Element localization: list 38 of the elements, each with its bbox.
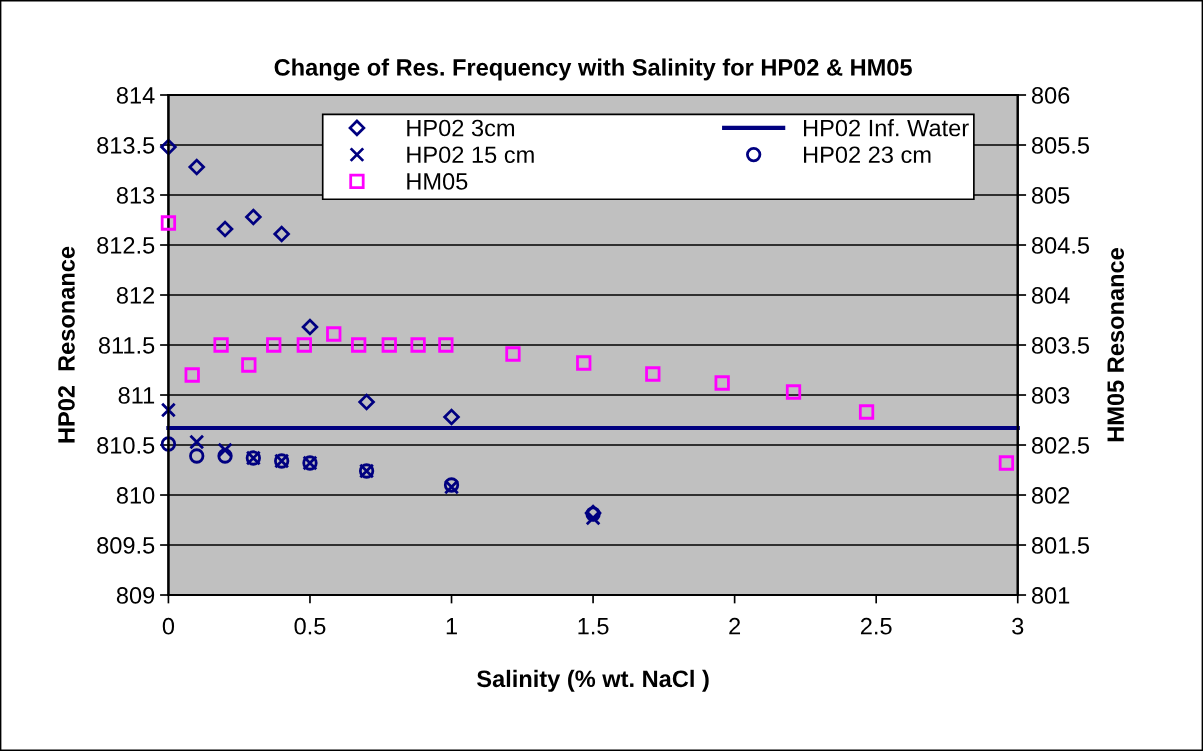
y-tick-label: 814: [116, 87, 155, 104]
y-tick-label: 811: [118, 387, 155, 404]
legend-label: HP02 15 cm: [407, 146, 534, 164]
y2-tick-label: 803: [1031, 387, 1070, 404]
y-tick-label: 810: [116, 487, 155, 504]
y2-tick-label: 802: [1031, 487, 1070, 504]
y2-tick-label: 801.5: [1031, 537, 1090, 554]
x-tick-label: 1.5: [578, 618, 609, 635]
y-tick-label: 809: [116, 587, 155, 604]
y-tick-label: 812: [116, 287, 155, 304]
y2-tick-label: 804.5: [1031, 237, 1090, 254]
y2-tick-label: 805: [1031, 187, 1070, 204]
y-tick-label: 810.5: [97, 437, 155, 454]
y-tick-label: 813.5: [97, 137, 155, 154]
x-tick-label: 1: [446, 618, 457, 635]
y-tick-label: 813: [116, 187, 155, 204]
legend-label: HP02 3cm: [407, 119, 515, 137]
legend-label: HM05: [407, 173, 468, 190]
x-tick-label: 2.5: [860, 617, 892, 635]
x-tick-label: 0.5: [294, 617, 326, 635]
y2-axis-title: HM05 Resonance: [1107, 248, 1125, 442]
y2-tick-label: 803.5: [1031, 337, 1090, 354]
y2-tick-label: 802.5: [1031, 437, 1090, 454]
chart-title: Change of Res. Frequency with Salinity for HP02 & HM05: [274, 58, 912, 81]
legend-label: HP02 Inf. Water: [804, 119, 969, 137]
y2-tick-label: 801: [1031, 587, 1070, 604]
y-axis-title: HP02 Resonance: [58, 246, 75, 443]
x-axis-title: Salinity (% wt. NaCl ): [477, 669, 709, 692]
y2-tick-label: 804: [1031, 287, 1070, 304]
x-tick-label: 0: [162, 617, 175, 635]
legend-label: HP02 23 cm: [804, 146, 931, 164]
x-tick-label: 2: [729, 617, 741, 635]
y2-tick-label: 806: [1031, 87, 1070, 104]
y-tick-label: 812.5: [97, 237, 155, 254]
y-tick-label: 809.5: [97, 537, 155, 554]
y2-tick-label: 805.5: [1031, 137, 1090, 154]
y-tick-label: 811.5: [98, 337, 155, 354]
x-tick-label: 3: [1012, 617, 1024, 635]
